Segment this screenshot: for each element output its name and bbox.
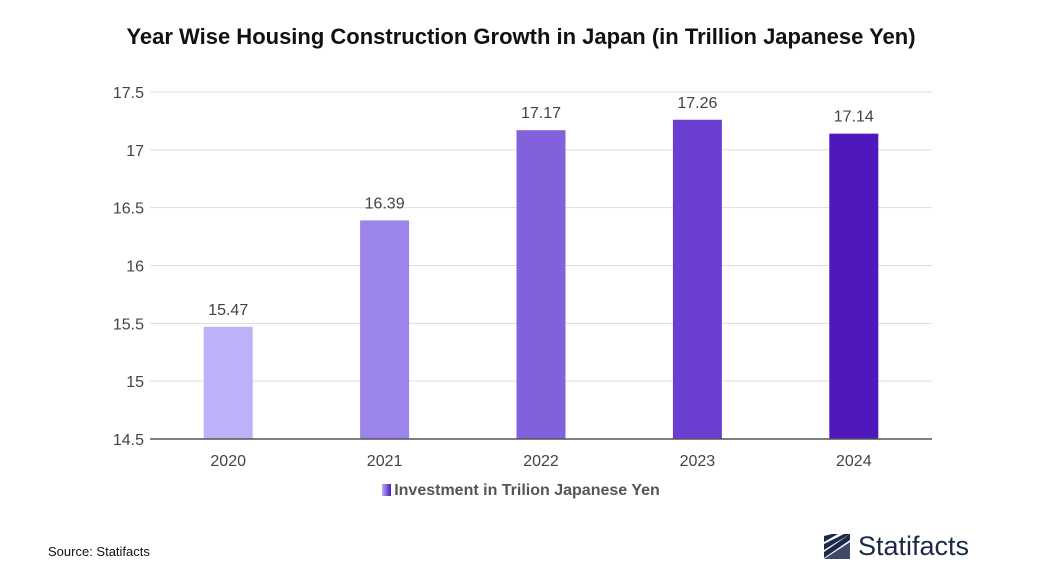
bar	[672, 119, 722, 439]
y-tick-label: 15	[126, 374, 144, 391]
bar-value-label: 17.26	[677, 95, 717, 112]
y-tick-label: 16.5	[113, 201, 144, 218]
bar-value-label: 17.14	[834, 109, 874, 126]
bar	[516, 130, 566, 440]
brand-name: Statifacts	[858, 530, 970, 561]
x-tick-label: 2021	[367, 453, 403, 470]
y-tick-label: 17.5	[113, 85, 144, 102]
bar-value-label: 15.47	[208, 302, 248, 319]
x-tick-label: 2020	[210, 453, 246, 470]
legend-label: Investment in Trilion Japanese Yen	[394, 482, 660, 499]
legend: Investment in Trilion Japanese Yen	[0, 482, 1042, 500]
statifacts-logo-icon	[824, 534, 850, 559]
source-note: Source: Statifacts	[48, 544, 150, 559]
bar	[203, 326, 253, 439]
bar	[360, 220, 410, 439]
y-tick-label: 15.5	[113, 316, 144, 333]
y-tick-label: 17	[126, 143, 144, 160]
y-tick-label: 14.5	[113, 432, 144, 449]
legend-swatch	[382, 484, 392, 496]
bar	[829, 133, 879, 439]
x-tick-label: 2024	[836, 453, 872, 470]
brand-logo: Statifacts	[822, 528, 969, 564]
x-tick-label: 2023	[680, 453, 716, 470]
bar-value-label: 16.39	[365, 195, 405, 212]
chart-title: Year Wise Housing Construction Growth in…	[126, 24, 916, 49]
y-tick-label: 16	[126, 259, 144, 276]
x-tick-label: 2022	[523, 453, 559, 470]
bar-value-label: 17.17	[521, 105, 561, 122]
